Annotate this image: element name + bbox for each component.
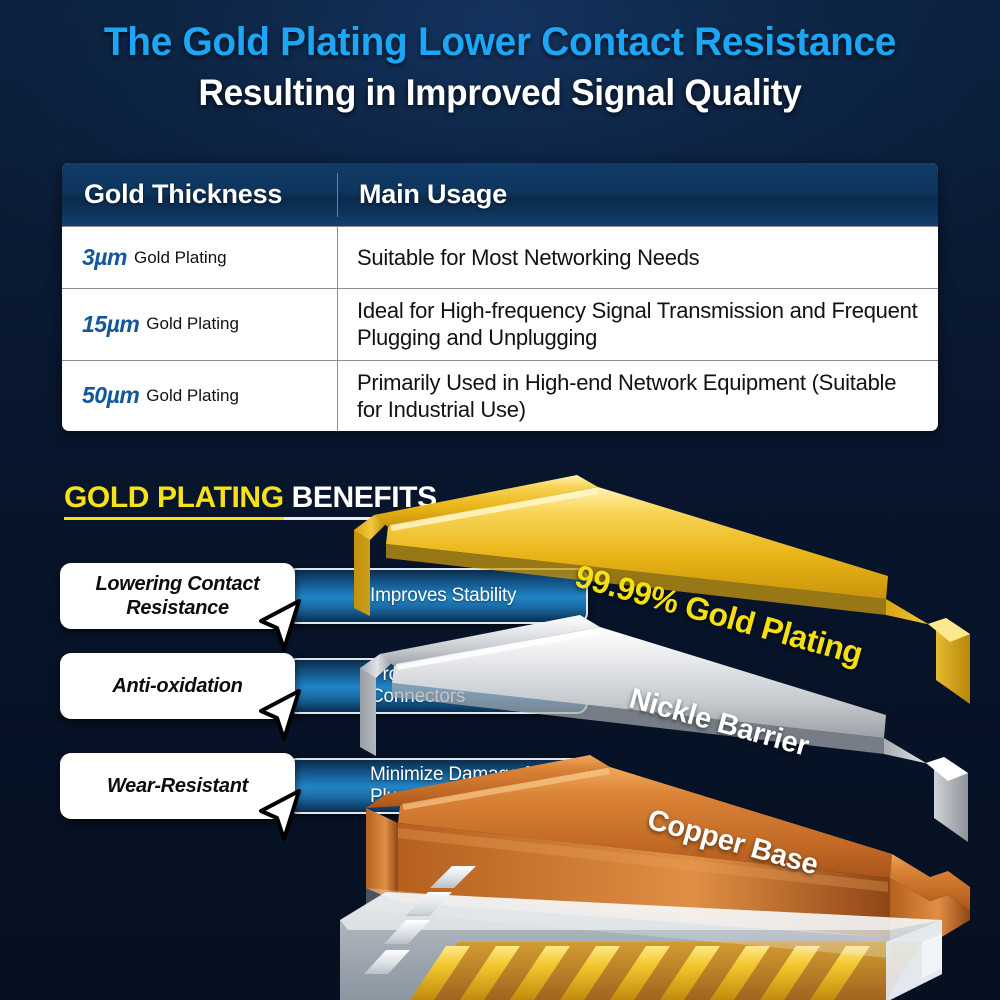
benefit-title-box: Anti-oxidation bbox=[60, 653, 295, 719]
cell-main-usage: Suitable for Most Networking Needs bbox=[337, 227, 938, 288]
mouse-cursor-icon bbox=[259, 599, 301, 651]
nickel-barrier-layer bbox=[360, 615, 968, 842]
thickness-value: 15µm bbox=[82, 310, 140, 337]
thickness-suffix: Gold Plating bbox=[134, 247, 227, 267]
thickness-suffix: Gold Plating bbox=[146, 314, 239, 334]
gold-plating-layer bbox=[354, 475, 970, 704]
cell-main-usage: Ideal for High-frequency Signal Transmis… bbox=[337, 289, 938, 360]
thickness-value: 3µm bbox=[82, 244, 128, 270]
cell-gold-thickness: 15µm Gold Plating bbox=[62, 289, 337, 360]
column-header-gold-thickness: Gold Thickness bbox=[84, 179, 283, 209]
table-row: 15µm Gold Plating Ideal for High-frequen… bbox=[62, 288, 938, 360]
table-row: 3µm Gold Plating Suitable for Most Netwo… bbox=[62, 226, 938, 288]
page-title-line2: Resulting in Improved Signal Quality bbox=[198, 71, 802, 113]
cell-gold-thickness: 50µm Gold Plating bbox=[62, 361, 337, 432]
table-header-row: Gold Thickness Main Usage bbox=[62, 163, 938, 226]
mouse-cursor-icon bbox=[259, 689, 301, 741]
benefits-heading: GOLD PLATING BENEFITS bbox=[64, 481, 437, 520]
column-header-main-usage: Main Usage bbox=[337, 172, 938, 217]
benefit-title-label: Lowering Contact Resistance bbox=[95, 573, 260, 619]
benefits-heading-gold: GOLD PLATING bbox=[64, 481, 284, 520]
benefit-title-box: Wear-Resistant bbox=[60, 753, 295, 819]
mouse-cursor-icon bbox=[259, 789, 301, 841]
cell-main-usage: Primarily Used in High-end Network Equip… bbox=[337, 360, 938, 432]
cell-gold-thickness: 3µm Gold Plating bbox=[62, 227, 337, 288]
benefit-title-label: Wear-Resistant bbox=[106, 775, 249, 797]
benefit-title-label: Anti-oxidation bbox=[112, 675, 243, 697]
rj45-connector-icon bbox=[340, 866, 942, 1000]
gold-thickness-table: Gold Thickness Main Usage 3µm Gold Plati… bbox=[62, 163, 938, 432]
plating-layers-illustration: 99.99% Gold Plating Nickle Barrier Coppe… bbox=[330, 468, 1000, 1000]
page-header: The Gold Plating Lower Contact Resistanc… bbox=[0, 18, 1000, 116]
copper-base-layer bbox=[366, 755, 970, 944]
page-title-line1: The Gold Plating Lower Contact Resistanc… bbox=[103, 20, 897, 64]
table-row: 50µm Gold Plating Primarily Used in High… bbox=[62, 359, 938, 432]
thickness-suffix: Gold Plating bbox=[146, 385, 239, 405]
benefit-title-box: Lowering Contact Resistance bbox=[60, 563, 295, 629]
thickness-value: 50µm bbox=[82, 382, 140, 409]
benefit-effect-label: Improves Stability bbox=[370, 584, 517, 606]
